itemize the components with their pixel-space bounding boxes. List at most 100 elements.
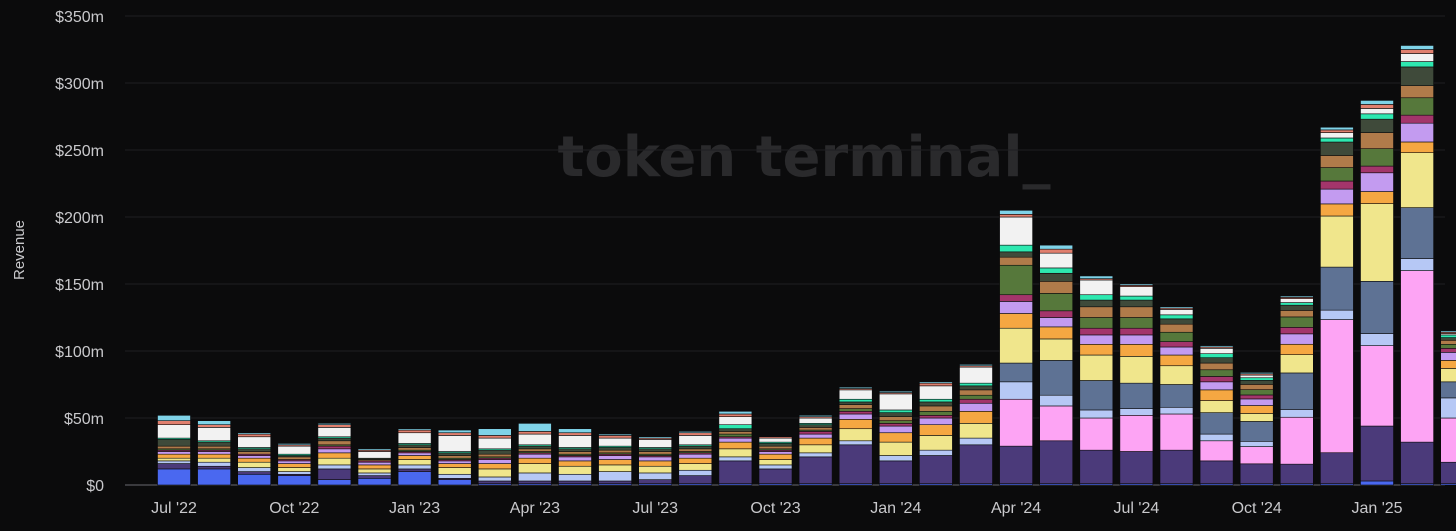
bar-segment xyxy=(679,435,712,444)
bar-segment xyxy=(1040,281,1073,293)
bar-segment xyxy=(960,438,993,445)
bar-segment xyxy=(198,469,231,485)
bar-segment xyxy=(1280,417,1313,464)
bar-segment xyxy=(478,460,511,464)
bar-segment xyxy=(679,454,712,458)
bar-segment xyxy=(1160,385,1193,408)
bar-segment xyxy=(1000,328,1033,363)
bar-segment xyxy=(318,441,351,445)
bar-segment xyxy=(318,469,351,480)
bar-stack xyxy=(559,429,592,485)
bar-segment xyxy=(1000,252,1033,257)
bar-segment xyxy=(1200,348,1233,353)
bar-segment xyxy=(639,449,672,452)
x-tick-label: Apr '23 xyxy=(510,500,560,517)
bar-segment xyxy=(1120,300,1153,307)
bar-segment xyxy=(518,481,551,484)
bar-segment xyxy=(1040,395,1073,406)
bar-segment xyxy=(1401,54,1434,62)
bar-segment xyxy=(759,454,792,459)
bar-stack xyxy=(960,364,993,485)
bar-segment xyxy=(1361,481,1394,485)
bar-segment xyxy=(879,394,912,410)
bar-segment xyxy=(799,453,832,457)
bar-segment xyxy=(1361,119,1394,132)
bar-segment xyxy=(1080,355,1113,380)
bar-segment xyxy=(1280,334,1313,344)
bar-segment xyxy=(639,473,672,480)
bar-segment xyxy=(839,445,872,484)
bar-segment xyxy=(198,466,231,469)
bar-segment xyxy=(1120,307,1153,318)
bar-segment xyxy=(1361,281,1394,333)
bar-segment xyxy=(639,437,672,438)
bar-segment xyxy=(278,457,311,460)
bar-segment xyxy=(1000,214,1033,217)
bar-segment xyxy=(1240,447,1273,464)
bar-segment xyxy=(839,399,872,402)
bar-segment xyxy=(1160,366,1193,385)
bar-segment xyxy=(559,449,592,452)
bar-segment xyxy=(438,468,471,475)
bar-segment xyxy=(799,445,832,453)
bar-segment xyxy=(1280,305,1313,310)
bar-segment xyxy=(759,452,792,455)
bar-segment xyxy=(599,481,632,484)
bar-segment xyxy=(759,469,792,484)
bar-segment xyxy=(960,399,993,403)
bar-stack xyxy=(759,437,792,485)
bar-segment xyxy=(278,443,311,444)
bar-segment xyxy=(158,461,191,464)
bar-segment xyxy=(960,445,993,484)
bar-segment xyxy=(679,464,712,471)
bar-segment xyxy=(1441,462,1456,483)
bar-segment xyxy=(719,434,752,437)
bar-stack xyxy=(398,429,431,485)
bar-segment xyxy=(599,435,632,438)
bar-segment xyxy=(879,417,912,421)
bar-segment xyxy=(1120,415,1153,451)
bar-segment xyxy=(919,418,952,425)
bar-stack xyxy=(478,429,511,485)
bar-segment xyxy=(1120,409,1153,416)
bar-segment xyxy=(1280,299,1313,303)
bar-segment xyxy=(1080,418,1113,450)
bar-segment xyxy=(879,456,912,461)
bar-segment xyxy=(478,438,511,449)
bar-segment xyxy=(960,411,993,423)
bar-segment xyxy=(1000,313,1033,328)
bar-segment xyxy=(518,431,551,434)
bar-stack xyxy=(318,423,351,485)
bar-segment xyxy=(1080,450,1113,484)
bar-segment xyxy=(879,426,912,433)
bar-segment xyxy=(1080,280,1113,295)
bar-segment xyxy=(839,409,872,412)
bar-segment xyxy=(719,431,752,434)
bar-segment xyxy=(318,453,351,458)
bar-segment xyxy=(158,464,191,469)
bar-stack xyxy=(839,387,872,485)
bar-segment xyxy=(1361,426,1394,481)
bar-segment xyxy=(759,465,792,469)
bar-segment xyxy=(1401,50,1434,54)
bar-segment xyxy=(1320,127,1353,130)
bar-segment xyxy=(158,446,191,449)
bar-segment xyxy=(839,414,872,419)
bar-segment xyxy=(278,472,311,475)
bar-segment xyxy=(1160,332,1193,341)
bar-segment xyxy=(1401,86,1434,98)
bar-segment xyxy=(1320,138,1353,142)
bar-segment xyxy=(158,454,191,458)
bar-segment xyxy=(879,442,912,455)
bar-segment xyxy=(1040,441,1073,484)
bar-segment xyxy=(1280,464,1313,484)
y-tick-label: $300m xyxy=(55,76,104,93)
bar-segment xyxy=(318,458,351,465)
bar-segment xyxy=(1361,108,1394,113)
bar-segment xyxy=(1200,441,1233,461)
bar-segment xyxy=(559,435,592,447)
bar-segment xyxy=(1240,395,1273,399)
bar-segment xyxy=(1200,376,1233,381)
